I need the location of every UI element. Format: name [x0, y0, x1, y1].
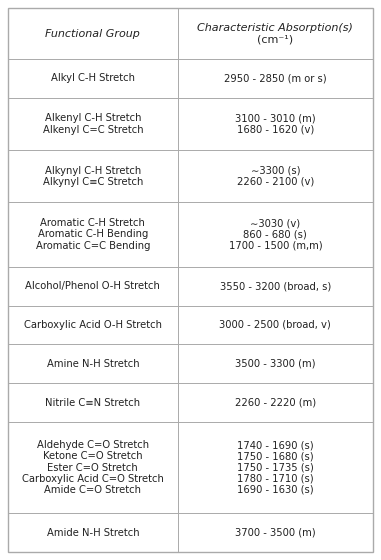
Text: ∼3030 (v): ∼3030 (v) — [250, 218, 301, 228]
Text: 1780 - 1710 (s): 1780 - 1710 (s) — [237, 474, 314, 484]
Text: Ketone C=O Stretch: Ketone C=O Stretch — [43, 451, 142, 461]
Text: 860 - 680 (s): 860 - 680 (s) — [243, 230, 307, 240]
Text: Amine N-H Stretch: Amine N-H Stretch — [46, 359, 139, 369]
Text: 3700 - 3500 (m): 3700 - 3500 (m) — [235, 528, 316, 538]
Text: Functional Group: Functional Group — [45, 29, 140, 39]
Text: 1740 - 1690 (s): 1740 - 1690 (s) — [237, 440, 314, 450]
Text: 3100 - 3010 (m): 3100 - 3010 (m) — [235, 114, 316, 123]
Text: 3500 - 3300 (m): 3500 - 3300 (m) — [235, 359, 315, 369]
Text: Alkenyl C-H Stretch: Alkenyl C-H Stretch — [45, 114, 141, 123]
Text: Aldehyde C=O Stretch: Aldehyde C=O Stretch — [37, 440, 149, 450]
Text: Characteristic Absorption(s): Characteristic Absorption(s) — [197, 22, 353, 32]
Text: Carboxylic Acid O-H Stretch: Carboxylic Acid O-H Stretch — [24, 320, 162, 330]
Text: Aromatic C-H Stretch: Aromatic C-H Stretch — [40, 218, 145, 228]
Text: 1750 - 1680 (s): 1750 - 1680 (s) — [237, 451, 314, 461]
Text: Alkynyl C-H Stretch: Alkynyl C-H Stretch — [45, 166, 141, 176]
Text: (cm⁻¹): (cm⁻¹) — [257, 35, 293, 45]
Text: 3000 - 2500 (broad, v): 3000 - 2500 (broad, v) — [219, 320, 331, 330]
Text: 2950 - 2850 (m or s): 2950 - 2850 (m or s) — [224, 73, 327, 83]
Text: Ester C=O Stretch: Ester C=O Stretch — [48, 463, 138, 473]
Text: Alkyl C-H Stretch: Alkyl C-H Stretch — [51, 73, 135, 83]
Text: Amide N-H Stretch: Amide N-H Stretch — [46, 528, 139, 538]
Text: Nitrile C≡N Stretch: Nitrile C≡N Stretch — [45, 398, 141, 408]
Text: Alcohol/Phenol O-H Stretch: Alcohol/Phenol O-H Stretch — [26, 281, 160, 291]
Text: 2260 - 2100 (v): 2260 - 2100 (v) — [237, 177, 314, 187]
Text: 1750 - 1735 (s): 1750 - 1735 (s) — [237, 463, 314, 473]
Text: Carboxylic Acid C=O Stretch: Carboxylic Acid C=O Stretch — [22, 474, 164, 484]
Text: ∼3300 (s): ∼3300 (s) — [251, 166, 300, 176]
Text: Aromatic C-H Bending: Aromatic C-H Bending — [38, 230, 148, 240]
Text: Alkenyl C=C Stretch: Alkenyl C=C Stretch — [43, 124, 143, 134]
Text: Amide C=O Stretch: Amide C=O Stretch — [44, 485, 141, 495]
Text: 2260 - 2220 (m): 2260 - 2220 (m) — [235, 398, 316, 408]
Text: 3550 - 3200 (broad, s): 3550 - 3200 (broad, s) — [220, 281, 331, 291]
Text: Aromatic C=C Bending: Aromatic C=C Bending — [35, 241, 150, 251]
Text: 1700 - 1500 (m,m): 1700 - 1500 (m,m) — [229, 241, 322, 251]
Text: 1690 - 1630 (s): 1690 - 1630 (s) — [237, 485, 314, 495]
Text: Alkynyl C≡C Stretch: Alkynyl C≡C Stretch — [43, 177, 143, 187]
Text: 1680 - 1620 (v): 1680 - 1620 (v) — [237, 124, 314, 134]
